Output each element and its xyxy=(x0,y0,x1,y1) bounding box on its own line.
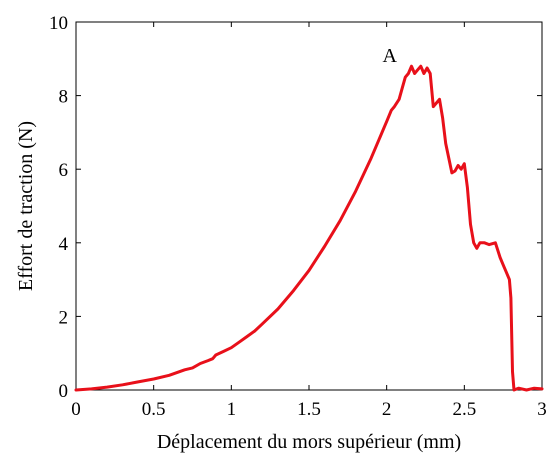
plot-area-frame xyxy=(75,21,543,391)
y-tick-label: 6 xyxy=(59,160,69,181)
annotations: A xyxy=(383,45,398,67)
y-tick-labels: 0 2 4 6 8 10 xyxy=(49,13,69,402)
y-axis-title: Effort de traction (N) xyxy=(15,121,37,291)
y-tick-label: 4 xyxy=(59,234,69,255)
x-tick-label: 2 xyxy=(382,399,392,420)
series-line xyxy=(74,64,544,392)
y-tick-label: 8 xyxy=(59,87,69,108)
axis-ticks xyxy=(75,21,543,391)
annotation-label: A xyxy=(383,45,398,67)
y-tick-label: 2 xyxy=(59,307,69,328)
y-tick-label: 0 xyxy=(59,381,69,402)
x-axis-title: Déplacement du mors supérieur (mm) xyxy=(157,431,461,453)
y-tick-label: 10 xyxy=(49,13,68,34)
x-tick-labels: 0 0.5 1 1.5 2 2.5 3 xyxy=(71,399,547,420)
x-tick-label: 0.5 xyxy=(142,399,166,420)
x-tick-label: 0 xyxy=(71,399,81,420)
x-tick-label: 1 xyxy=(227,399,237,420)
x-tick-label: 1.5 xyxy=(297,399,321,420)
x-tick-label: 3 xyxy=(537,399,547,420)
x-tick-label: 2.5 xyxy=(452,399,476,420)
